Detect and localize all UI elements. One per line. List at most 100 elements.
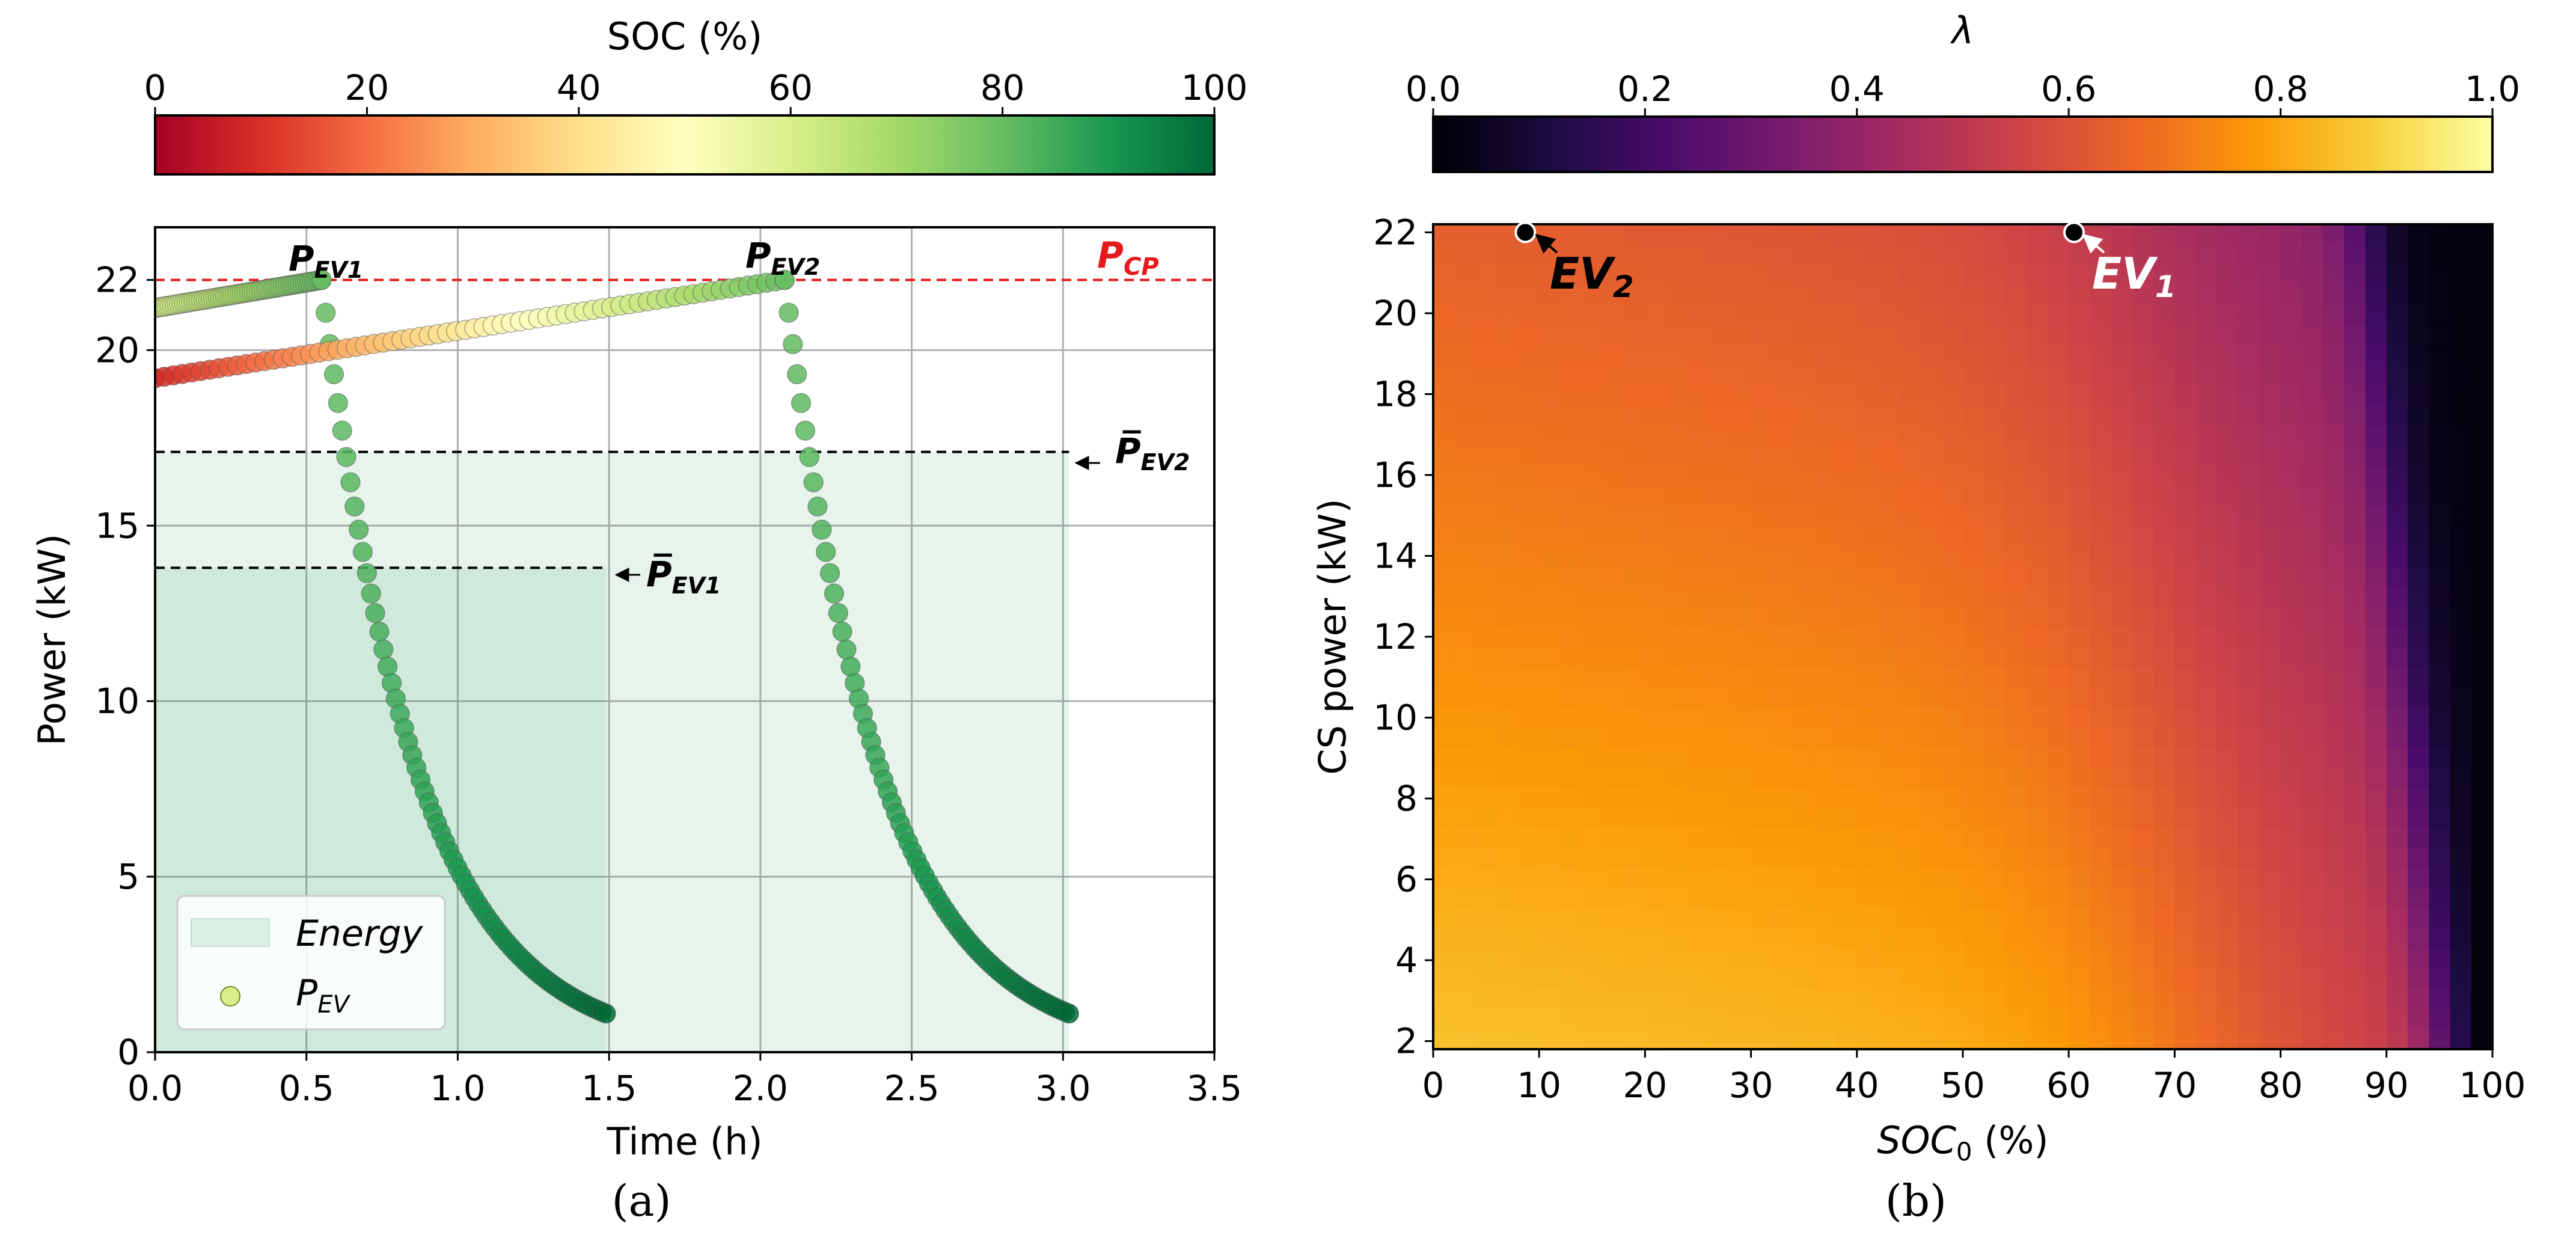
- heatmap-cell: [2429, 1029, 2451, 1049]
- heatmap-cell: [2238, 767, 2260, 788]
- heatmap-cell: [1856, 767, 1879, 788]
- heatmap-cell: [1709, 566, 1731, 587]
- heatmap-cell: [1772, 425, 1794, 446]
- heatmap-cell: [1963, 727, 1985, 748]
- heatmap-cell: [1433, 868, 1455, 889]
- heatmap-cell: [2408, 727, 2430, 748]
- heatmap-cell: [1602, 627, 1624, 648]
- heatmap-cell: [1730, 446, 1752, 467]
- heatmap-cell: [1984, 465, 2006, 486]
- heatmap-cell: [1454, 304, 1476, 326]
- heatmap-cell: [1835, 928, 1858, 949]
- heatmap-cell: [1666, 365, 1688, 386]
- heatmap-cell: [1984, 667, 2006, 688]
- heatmap-cell: [2005, 546, 2027, 567]
- heatmap-cell: [2408, 465, 2430, 486]
- heatmap-cell: [1709, 546, 1731, 567]
- heatmap-cell: [2280, 988, 2302, 1010]
- heatmap-cell: [2153, 868, 2176, 889]
- heatmap-cell: [2195, 546, 2218, 567]
- heatmap-cell: [1517, 304, 1540, 326]
- heatmap-cell: [1666, 325, 1688, 346]
- heatmap-cell: [1433, 566, 1455, 587]
- heatmap-cell: [1920, 566, 1942, 587]
- heatmap-cell: [2344, 244, 2366, 265]
- heatmap-cell: [2365, 1009, 2387, 1030]
- heatmap-cell: [1835, 606, 1858, 628]
- heatmap-cell: [1581, 566, 1603, 587]
- heatmap-cell: [2005, 525, 2027, 547]
- heatmap-cell: [1666, 908, 1688, 930]
- heatmap-cell: [2174, 365, 2197, 386]
- x-tick-label: 1.0: [430, 1068, 485, 1109]
- heatmap-cell: [1730, 646, 1752, 667]
- heatmap-cell: [2217, 385, 2239, 406]
- heatmap-cell: [1539, 727, 1561, 748]
- heatmap-cell: [2301, 848, 2324, 869]
- heatmap-cell: [2111, 405, 2133, 426]
- heatmap-cell: [2111, 506, 2133, 527]
- heatmap-cell: [2153, 465, 2176, 486]
- heatmap-cell: [2195, 727, 2218, 748]
- heatmap-cell: [2026, 848, 2048, 869]
- heatmap-cell: [1560, 969, 1582, 990]
- heatmap-cell: [2005, 627, 2027, 648]
- heatmap-cell: [1814, 446, 1837, 467]
- heatmap-cell: [1560, 586, 1582, 607]
- heatmap-cell: [2005, 928, 2027, 949]
- heatmap-cell: [1772, 385, 1794, 406]
- heatmap-cell: [1581, 284, 1603, 305]
- heatmap-cell: [2301, 667, 2324, 688]
- heatmap-cell: [1941, 506, 1963, 527]
- heatmap-cell: [2195, 646, 2218, 667]
- heatmap-cell: [2047, 948, 2069, 969]
- heatmap-cell: [2408, 948, 2430, 969]
- heatmap-cell: [2386, 345, 2408, 366]
- heatmap-cell: [1433, 244, 1455, 265]
- heatmap-cell: [2450, 566, 2472, 587]
- heatmap-cell: [1560, 405, 1582, 426]
- heatmap-cell: [1624, 546, 1646, 567]
- x-tick-label: 70: [2152, 1065, 2197, 1106]
- heatmap-cell: [2386, 425, 2408, 446]
- heatmap-cell: [1751, 264, 1773, 286]
- heatmap-cell: [1878, 566, 1900, 587]
- heatmap-cell: [1496, 707, 1519, 728]
- heatmap-cell: [1624, 627, 1646, 648]
- heatmap-cell: [2217, 224, 2239, 245]
- heatmap-cell: [1730, 345, 1752, 366]
- heatmap-cell: [2471, 425, 2492, 446]
- heatmap-cell: [2301, 948, 2324, 969]
- heatmap-cell: [2195, 807, 2218, 829]
- heatmap-cell: [1624, 486, 1646, 507]
- heatmap-cell: [2450, 787, 2472, 809]
- heatmap-cell: [1899, 365, 1921, 386]
- heatmap-cell: [1835, 506, 1858, 527]
- heatmap-cell: [2238, 264, 2260, 286]
- heatmap-cell: [2280, 546, 2302, 567]
- heatmap-cell: [1454, 525, 1476, 547]
- heatmap-cell: [2111, 365, 2133, 386]
- reference-lines-a: [155, 278, 1214, 569]
- heatmap-cell: [2344, 586, 2366, 607]
- heatmap-cell: [2090, 264, 2112, 286]
- heatmap-cell: [2195, 465, 2218, 486]
- heatmap-cell: [1984, 687, 2006, 708]
- heatmap-cell: [1560, 385, 1582, 406]
- heatmap-cell: [1835, 405, 1858, 426]
- heatmap-cell: [2005, 727, 2027, 748]
- heatmap-cell: [1835, 787, 1858, 809]
- heatmap-cell: [1856, 747, 1879, 768]
- heatmap-cell: [2344, 827, 2366, 849]
- heatmap-cell: [2408, 848, 2430, 869]
- heatmap-cell: [2217, 988, 2239, 1010]
- heatmap-cell: [2005, 908, 2027, 930]
- heatmap-cell: [1941, 244, 1963, 265]
- heatmap-cell: [2026, 687, 2048, 708]
- heatmap-cell: [1517, 586, 1540, 607]
- heatmap-cell: [2344, 727, 2366, 748]
- heatmap-cell: [2344, 969, 2366, 990]
- heatmap-cell: [1835, 244, 1858, 265]
- heatmap-cell: [1920, 446, 1942, 467]
- heatmap-cell: [2217, 787, 2239, 809]
